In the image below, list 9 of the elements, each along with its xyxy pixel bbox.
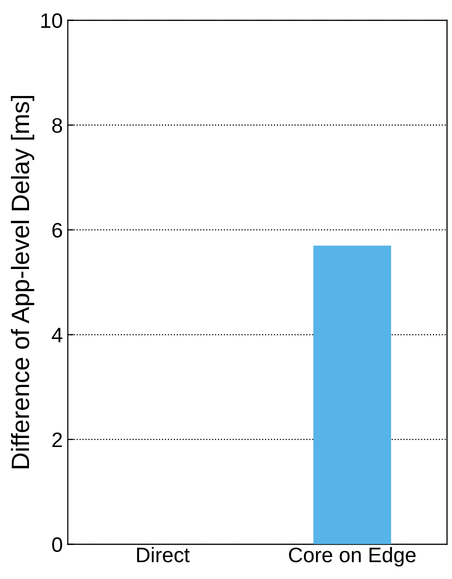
y-tick-label: 0 bbox=[52, 537, 62, 552]
y-tick-label: 10 bbox=[41, 13, 62, 28]
y-tick-label: 2 bbox=[52, 432, 62, 448]
y-axis-title: Difference of App-level Delay [ms] bbox=[10, 96, 34, 468]
x-tick-label: Core on Edge bbox=[289, 547, 416, 566]
y-tick-label: 4 bbox=[52, 328, 62, 342]
y-tick-label: 6 bbox=[52, 222, 62, 238]
x-tick-label: Direct bbox=[137, 547, 190, 562]
y-tick-label: 8 bbox=[52, 118, 62, 133]
